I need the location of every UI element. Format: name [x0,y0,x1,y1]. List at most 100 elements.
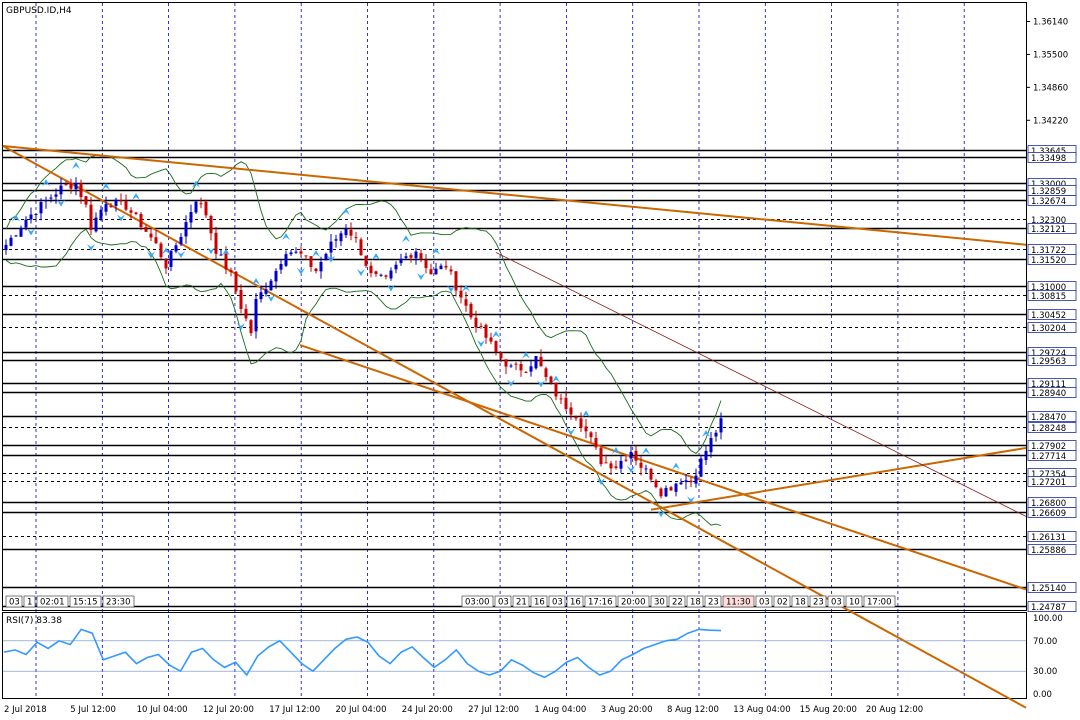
candle-body [199,203,203,205]
session-box [69,595,102,608]
candle-body [149,233,153,238]
candle-body [409,255,413,258]
level-label: 1.30204 [1031,324,1066,334]
candle-body [489,337,493,342]
candle-body [99,209,103,219]
main-panel-frame [2,2,1027,611]
level-label: 1.28940 [1031,389,1066,399]
candle-body [159,243,163,258]
candle-body [554,382,558,397]
session-box-label: 17:00 [867,598,892,608]
session-box [512,595,530,608]
candle-body [594,438,598,448]
level-label: 1.27902 [1031,442,1066,452]
candles [4,177,723,499]
level-label-box [1027,355,1077,366]
session-box [863,595,896,608]
session-box [704,595,722,608]
candle-body [304,255,308,257]
level-label: 1.27354 [1031,470,1066,480]
fractal-down [657,510,665,518]
candle-body [194,201,198,213]
candle-body [439,265,443,270]
session-box-label: 20:00 [621,598,646,608]
candle-body [484,324,488,338]
time-label: 1 Aug 04:00 [534,705,586,715]
fractal-up [132,192,140,200]
session-box [5,595,23,608]
session-box-label: 02:01 [40,598,65,608]
level-label-box [1027,322,1077,333]
level-label-box [1027,531,1077,542]
fractal-down [87,243,95,251]
fractal-down [357,269,365,277]
candle-body [519,364,523,371]
candle-body [494,341,498,352]
candle-body [649,468,653,480]
candle-body [69,183,73,189]
candle-body [139,214,143,228]
candle-body [184,222,188,237]
candle-body [319,261,323,272]
level-label-box [1027,601,1077,612]
trend-lines [2,145,1027,709]
session-box [566,595,584,608]
trendline-upper [2,145,1027,246]
time-label: 24 Jul 20:00 [402,705,453,715]
candle-body [104,204,108,212]
session-box [668,595,686,608]
level-label-box [1027,411,1077,422]
level-label: 1.30452 [1031,311,1066,321]
candle-body [294,251,298,253]
level-label: 1.28248 [1031,424,1066,434]
candle-body [169,250,173,267]
time-label: 3 Aug 20:00 [601,705,653,715]
level-label: 1.27201 [1031,478,1066,488]
session-box-label: 03 [498,598,509,608]
fractal-down [627,465,635,473]
time-label: 13 Aug 04:00 [733,705,790,715]
fractal-down [237,322,245,330]
trendline-lower [299,344,1027,591]
session-box [494,595,512,608]
axis-label: 1.34220 [1033,116,1068,126]
candle-body [464,299,468,306]
session-box-label: 03 [759,598,770,608]
candle-body [349,229,353,236]
candle-body [369,265,373,274]
level-label: 1.26609 [1031,509,1066,519]
fractal-up [162,247,170,255]
rsi-label: RSI(7) 83.38 [6,616,62,626]
rsi-panel-frame [2,612,1027,699]
session-box-label: 16 [534,598,545,608]
candle-body [39,202,43,214]
level-label: 1.25140 [1031,584,1066,594]
candle-body [89,204,93,230]
session-box-label: 16 [570,598,581,608]
level-label-box [1027,507,1077,518]
rsi-indicator: 100.00 70.00 30.00 0.00 [3,614,1063,700]
candle-body [114,199,118,206]
candle-body [179,236,183,245]
session-box [650,595,668,608]
fractal-up [12,214,20,222]
level-label: 1.28470 [1031,413,1066,423]
fractal-down [477,339,485,347]
chart-title: GBPUSD.ID,H4 [6,6,72,16]
candle-body [679,482,683,485]
candle-body [224,253,228,270]
level-label: 1.32674 [1031,197,1066,207]
trendline-thin [495,252,1027,517]
candle-body [629,451,633,459]
level-label-box [1027,309,1077,320]
candle-body [654,480,658,488]
time-label: 8 Aug 12:00 [667,705,719,715]
level-label: 1.33000 [1031,180,1066,190]
session-box-label: 02 [777,598,788,608]
level-label: 1.31722 [1031,246,1066,256]
level-label: 1.32300 [1031,216,1066,226]
level-label: 1.29563 [1031,357,1066,367]
candle-body [624,459,628,461]
axis-label: 1.36140 [1033,18,1068,28]
